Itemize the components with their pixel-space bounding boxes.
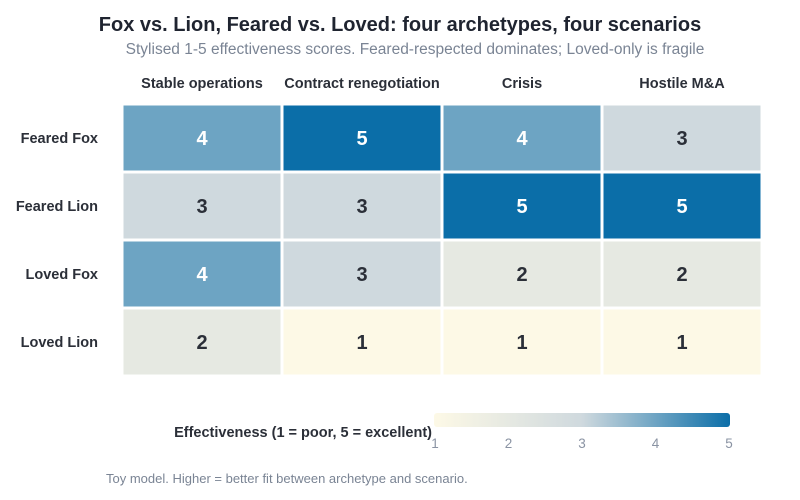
cell-value: 1 [516, 332, 527, 354]
cell-value: 2 [196, 332, 207, 354]
cell-value: 3 [356, 264, 367, 286]
heatmap-cell [123, 173, 281, 239]
cell-value: 3 [356, 196, 367, 218]
cell-value: 1 [356, 332, 367, 354]
heatmap-cell [283, 309, 441, 375]
cell-value: 3 [676, 128, 687, 150]
heatmap-cell [123, 241, 281, 307]
cell-value: 2 [676, 264, 687, 286]
heatmap-cell [443, 173, 601, 239]
cell-value: 2 [516, 264, 527, 286]
row-header: Feared Lion [16, 199, 98, 215]
row-header: Feared Fox [21, 131, 98, 147]
legend-colorbar [434, 413, 730, 427]
heatmap-cell [603, 241, 761, 307]
heatmap-cell [603, 173, 761, 239]
cell-value: 4 [516, 128, 528, 150]
cell-value: 3 [196, 196, 207, 218]
chart-subtitle: Stylised 1-5 effectiveness scores. Feare… [125, 41, 705, 58]
column-header: Hostile M&A [639, 76, 725, 92]
row-header: Loved Fox [25, 267, 98, 283]
column-header: Crisis [502, 76, 542, 92]
legend-tick: 3 [578, 436, 586, 451]
heatmap-cell [603, 309, 761, 375]
legend-tick: 4 [652, 436, 660, 451]
heatmap-cell [443, 105, 601, 171]
legend-tick: 5 [725, 436, 733, 451]
cell-value: 5 [516, 196, 527, 218]
cell-value: 4 [196, 128, 208, 150]
cell-value: 5 [356, 128, 367, 150]
heatmap-cell [443, 241, 601, 307]
heatmap-cell [123, 309, 281, 375]
heatmap-cell [443, 309, 601, 375]
legend-title: Effectiveness (1 = poor, 5 = excellent) [174, 425, 432, 441]
cell-value: 4 [196, 264, 208, 286]
row-header: Loved Lion [21, 335, 98, 351]
heatmap-cell [283, 173, 441, 239]
heatmap-cell [283, 241, 441, 307]
legend-tick: 2 [505, 436, 513, 451]
footnote: Toy model. Higher = better fit between a… [106, 471, 468, 486]
heatmap-cell [603, 105, 761, 171]
column-header: Stable operations [141, 76, 263, 92]
column-header: Contract renegotiation [284, 76, 439, 92]
cell-value: 5 [676, 196, 687, 218]
heatmap-cell [283, 105, 441, 171]
cell-value: 1 [676, 332, 687, 354]
chart-title: Fox vs. Lion, Feared vs. Loved: four arc… [98, 14, 702, 36]
heatmap-cell [123, 105, 281, 171]
legend-tick: 1 [431, 436, 439, 451]
